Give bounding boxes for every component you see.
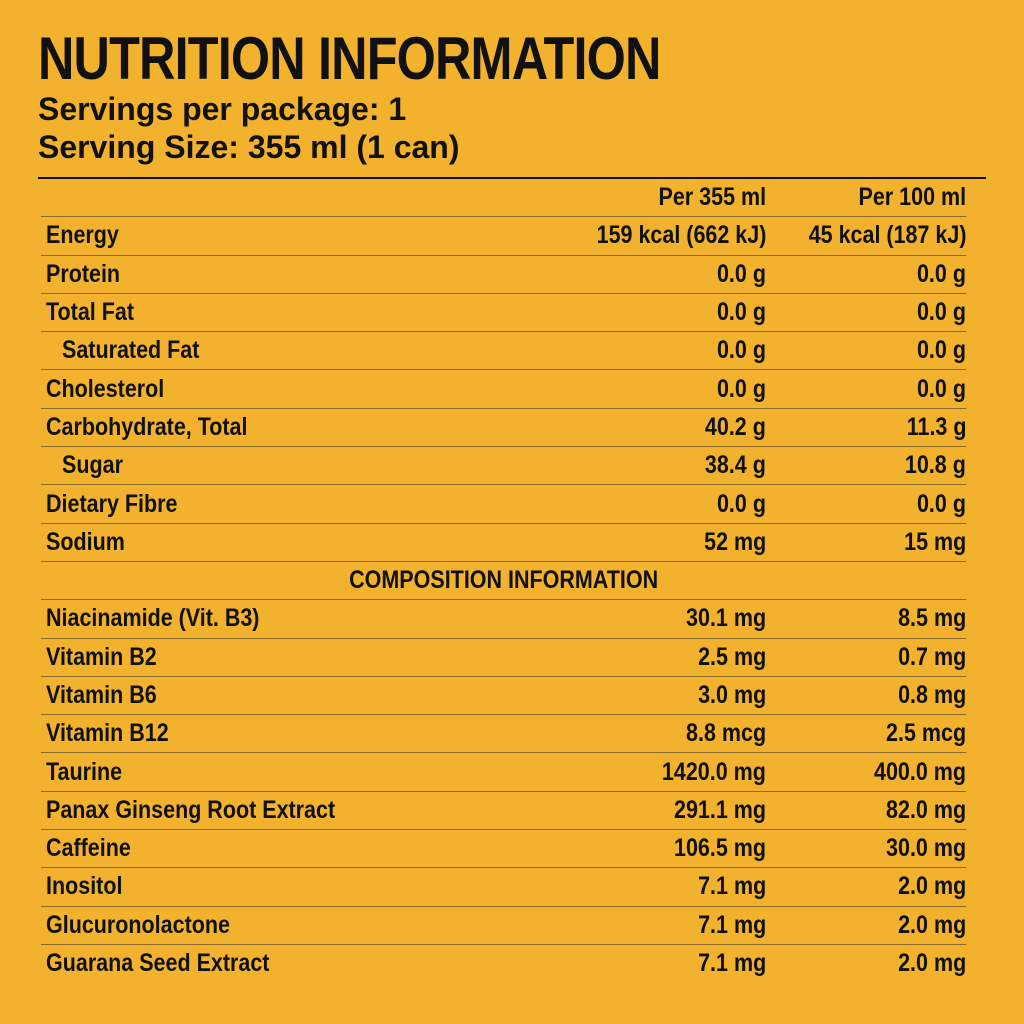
value-per-100: 400.0 mg (766, 752, 966, 792)
table-header-row: Per 355 ml Per 100 ml (41, 179, 966, 218)
value-per-355: 159 kcal (662 kJ) (551, 216, 766, 256)
value-per-355: 8.8 mcg (551, 714, 766, 754)
composition-heading: COMPOSITION INFORMATION (41, 561, 966, 601)
value-per-355: 0.0 g (551, 293, 766, 333)
table-row: Taurine 1420.0 mg 400.0 mg (41, 752, 966, 792)
value-per-355: 2.5 mg (551, 638, 766, 677)
value-per-355: 38.4 g (551, 446, 766, 486)
table-row: Glucuronolactone 7.1 mg 2.0 mg (41, 906, 966, 945)
value-per-355: 30.1 mg (551, 599, 766, 639)
component-name: Caffeine (41, 829, 551, 869)
composition-heading-row: COMPOSITION INFORMATION (41, 561, 966, 601)
table-row: Sodium 52 mg 15 mg (41, 523, 966, 562)
value-per-355: 7.1 mg (551, 906, 766, 945)
value-per-355: 106.5 mg (551, 829, 766, 869)
value-per-100: 2.0 mg (897, 949, 966, 978)
value-per-355: 7.1 mg (551, 867, 766, 907)
column-header-per-100: Per 100 ml (766, 179, 966, 218)
component-name: Niacinamide (Vit. B3) (41, 599, 551, 639)
value-per-355: 0.0 g (551, 331, 766, 371)
value-per-355: 52 mg (551, 523, 766, 562)
value-per-100: 0.0 g (766, 293, 966, 333)
value-per-355: 0.0 g (551, 255, 766, 294)
nutrient-name: Energy (41, 216, 551, 256)
value-per-100: 0.0 g (766, 331, 966, 371)
table-row: Sugar 38.4 g 10.8 g (41, 446, 966, 486)
value-per-100: 30.0 mg (766, 829, 966, 869)
value-per-100: 2.0 mg (766, 867, 966, 907)
table-row: Saturated Fat 0.0 g 0.0 g (41, 331, 966, 371)
column-header-per-100-label: Per 100 ml (858, 183, 966, 212)
value-per-355: 291.1 mg (551, 791, 766, 831)
table-row: Total Fat 0.0 g 0.0 g (41, 293, 966, 333)
nutrient-name: Carbohydrate, Total (41, 408, 551, 448)
header-empty-cell (41, 179, 551, 218)
table-row: Carbohydrate, Total 40.2 g 11.3 g (41, 408, 966, 448)
servings-per-package: Servings per package: 1 (38, 91, 407, 127)
component-name: Guarana Seed Extract (46, 949, 270, 978)
value-per-355: 40.2 g (551, 408, 766, 448)
component-name: Inositol (41, 867, 551, 907)
value-per-355: 1420.0 mg (551, 752, 766, 792)
component-name: Vitamin B2 (41, 638, 551, 677)
table-row: Panax Ginseng Root Extract 291.1 mg 82.0… (41, 791, 966, 831)
value-per-100: 10.8 g (766, 446, 966, 486)
column-header-per-355: Per 355 ml (551, 179, 766, 218)
table-row: Vitamin B12 8.8 mcg 2.5 mcg (41, 714, 966, 754)
value-per-355: 0.0 g (551, 484, 766, 524)
value-per-100: 15 mg (766, 523, 966, 562)
value-per-100: 0.8 mg (766, 676, 966, 716)
nutrition-table: Per 355 ml Per 100 ml Energy 159 kcal (6… (41, 179, 966, 982)
nutrient-name: Sugar (41, 446, 551, 486)
component-name: Vitamin B6 (41, 676, 551, 716)
table-row: Caffeine 106.5 mg 30.0 mg (41, 829, 966, 869)
nutrient-name: Dietary Fibre (41, 484, 551, 524)
nutrient-name: Cholesterol (41, 369, 551, 409)
table-row: Energy 159 kcal (662 kJ) 45 kcal (187 kJ… (41, 216, 966, 256)
nutrient-name: Saturated Fat (41, 331, 551, 371)
component-name: Glucuronolactone (41, 906, 551, 945)
value-per-100: 82.0 mg (766, 791, 966, 831)
value-per-100: 45 kcal (187 kJ) (766, 216, 966, 256)
nutrient-name: Sodium (41, 523, 551, 562)
table-row: Guarana Seed Extract 7.1 mg 2.0 mg (41, 944, 966, 982)
table-row: Cholesterol 0.0 g 0.0 g (41, 369, 966, 409)
nutrient-name: Total Fat (41, 293, 551, 333)
nutrient-name: Protein (41, 255, 551, 294)
component-name: Taurine (41, 752, 551, 792)
column-header-per-355-label: Per 355 ml (658, 183, 766, 212)
value-per-100: 2.0 mg (766, 906, 966, 945)
serving-size: Serving Size: 355 ml (1 can) (38, 129, 460, 165)
value-per-100: 8.5 mg (766, 599, 966, 639)
table-row: Vitamin B6 3.0 mg 0.8 mg (41, 676, 966, 716)
table-row: Niacinamide (Vit. B3) 30.1 mg 8.5 mg (41, 599, 966, 639)
value-per-100: 0.0 g (766, 255, 966, 294)
table-row: Protein 0.0 g 0.0 g (41, 255, 966, 294)
value-per-355: 7.1 mg (697, 949, 766, 978)
component-name: Vitamin B12 (41, 714, 551, 754)
value-per-100: 11.3 g (766, 408, 966, 448)
value-per-100: 0.0 g (766, 484, 966, 524)
value-per-100: 0.0 g (766, 369, 966, 409)
table-row: Inositol 7.1 mg 2.0 mg (41, 867, 966, 907)
top-divider (38, 177, 986, 179)
table-row: Dietary Fibre 0.0 g 0.0 g (41, 484, 966, 524)
value-per-355: 3.0 mg (551, 676, 766, 716)
value-per-100: 0.7 mg (766, 638, 966, 677)
value-per-100: 2.5 mcg (766, 714, 966, 754)
value-per-355: 0.0 g (551, 369, 766, 409)
page-title: NUTRITION INFORMATION (38, 25, 661, 92)
nutrition-panel: NUTRITION INFORMATION Servings per packa… (38, 28, 986, 982)
table-row: Vitamin B2 2.5 mg 0.7 mg (41, 638, 966, 677)
component-name: Panax Ginseng Root Extract (41, 791, 551, 831)
